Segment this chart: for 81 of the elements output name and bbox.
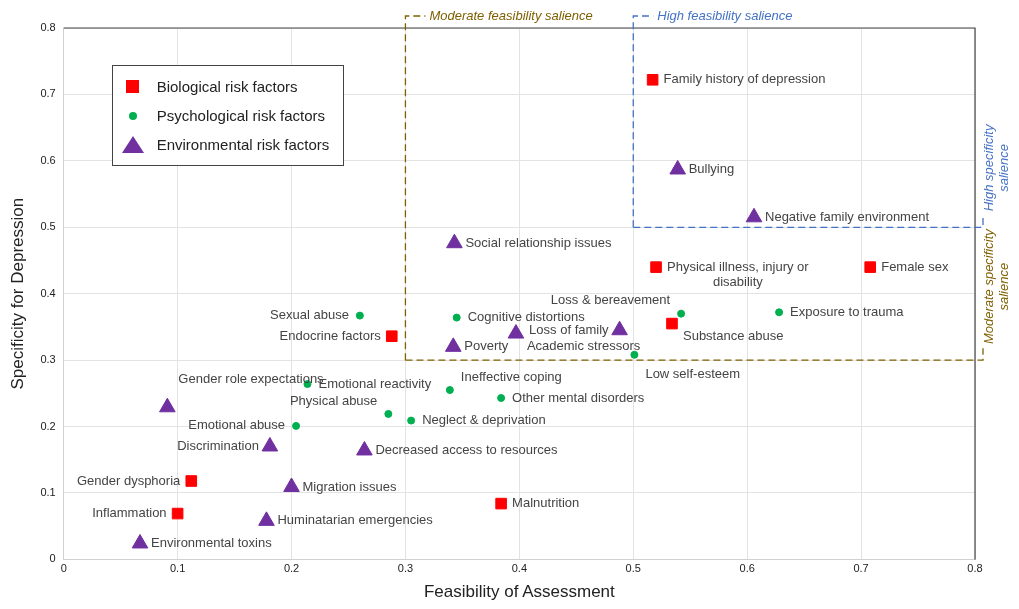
annotation: Decreased access to resources <box>375 442 559 458</box>
point <box>666 317 678 330</box>
annotation: Substance abuse <box>682 328 784 344</box>
legend-label: Biological risk factors <box>156 78 298 95</box>
y-tick-label: 0.5 <box>40 220 56 233</box>
point <box>261 436 279 452</box>
point <box>495 497 507 510</box>
x-tick-label: 0.8 <box>967 562 983 575</box>
point <box>258 511 275 526</box>
annotation: Poverty <box>464 338 509 354</box>
legend-label: Environmental risk factors <box>156 136 330 153</box>
annotation: Ineffective coping <box>460 368 562 384</box>
annotation: Discrimination <box>177 438 259 454</box>
annotation: Emotional abuse <box>188 417 286 433</box>
point <box>444 337 462 352</box>
x-tick-label: 0.1 <box>169 562 186 575</box>
ref-line-label: High feasibility salience <box>657 7 793 23</box>
point <box>677 309 686 318</box>
legend-label: Psychological risk factors <box>156 107 326 124</box>
point <box>407 416 416 425</box>
annotation: Family history of depression <box>663 71 826 87</box>
annotation: Physical abuse <box>289 392 378 408</box>
x-axis-title: Feasibility of Assessment <box>423 582 616 602</box>
x-tick-label: 0.5 <box>625 562 641 575</box>
annotation: Sexual abuse <box>270 307 349 323</box>
annotation: Academic stressors <box>526 338 641 354</box>
annotation: Gender dysphoria <box>76 472 182 488</box>
annotation: Exposure to trauma <box>790 303 905 319</box>
annotation: Migration issues <box>302 478 397 494</box>
y-tick-label: 0.4 <box>40 286 56 299</box>
point <box>171 507 184 520</box>
y-tick-label: 0.8 <box>40 21 56 34</box>
point <box>384 409 393 418</box>
point <box>445 386 454 395</box>
annotation: Negative family environment <box>765 208 930 224</box>
ref-line-label: Moderate specificity salience <box>981 227 1012 345</box>
point <box>356 440 373 456</box>
annotation: Endocrine factors <box>279 327 382 343</box>
x-tick-label: 0.7 <box>853 562 869 575</box>
point <box>507 324 525 339</box>
annotation: Social relationship issues <box>465 234 612 250</box>
annotation: Loss & bereavement <box>550 292 671 308</box>
y-tick-label: 0.3 <box>40 353 56 366</box>
annotation: Huminatarian emergencies <box>277 512 434 528</box>
point <box>131 533 149 549</box>
x-tick-label: 0.2 <box>283 562 300 575</box>
annotation: Low self-esteem <box>645 366 741 382</box>
ref-line-label: Moderate feasibility salience <box>429 7 593 23</box>
y-tick-label: 0.1 <box>40 486 56 499</box>
point <box>646 74 659 86</box>
point <box>630 350 639 359</box>
y-axis-title: Specificity for Depression <box>7 197 27 390</box>
x-tick-label: 0.6 <box>739 562 755 575</box>
x-tick-label: 0.3 <box>397 562 414 575</box>
annotation: Other mental disorders <box>512 389 645 405</box>
annotation: Inflammation <box>92 505 167 521</box>
y-tick-label: 0.6 <box>40 153 56 166</box>
point <box>159 397 176 413</box>
annotation: Physical illness, injury or disability <box>667 258 810 289</box>
x-tick-label: 0.4 <box>511 562 527 575</box>
point <box>650 261 662 273</box>
point <box>385 330 398 343</box>
point <box>185 475 198 487</box>
ref-line-label: High specificity salience <box>981 123 1012 212</box>
annotation: Bullying <box>688 161 735 177</box>
annotation: Malnutrition <box>512 495 580 511</box>
annotation: Female sex <box>881 258 949 274</box>
annotation: Environmental toxins <box>151 535 273 551</box>
point <box>452 313 461 322</box>
y-tick-label: 0.2 <box>40 419 56 432</box>
point <box>864 261 876 273</box>
point <box>292 421 301 430</box>
point <box>611 320 628 336</box>
annotation: Neglect & deprivation <box>422 412 546 428</box>
y-tick-label: 0.7 <box>40 87 56 100</box>
point <box>355 311 364 320</box>
point <box>283 477 300 492</box>
x-tick-label: 0 <box>60 562 67 575</box>
y-tick-label: 0 <box>49 552 56 565</box>
point <box>775 308 784 317</box>
point <box>497 393 506 402</box>
